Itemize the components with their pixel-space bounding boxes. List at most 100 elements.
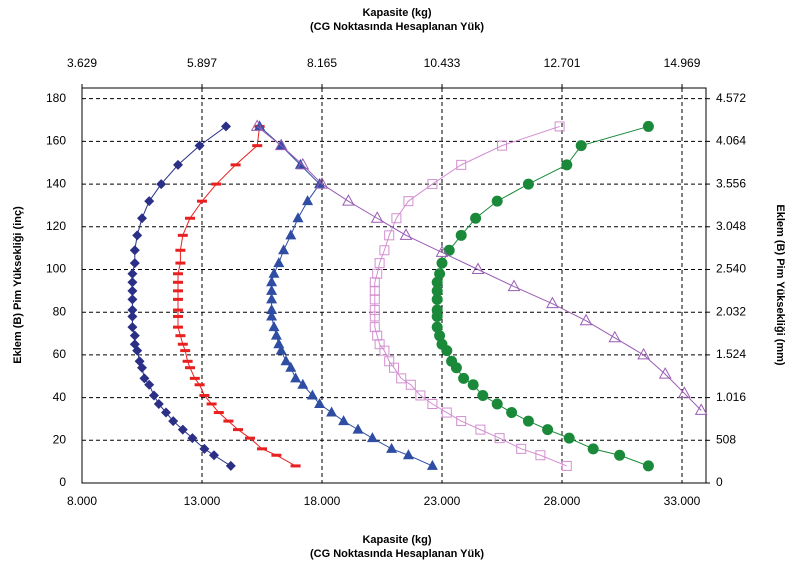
triangle-marker (507, 279, 521, 292)
triangle-marker (658, 367, 672, 379)
square-marker (456, 416, 467, 427)
y2-tick-label: 2.032 (716, 304, 746, 318)
circle-marker (458, 372, 470, 384)
dash-marker (180, 349, 191, 353)
square-marker (497, 140, 507, 151)
triangle-marker (250, 119, 264, 131)
x-tick-label: 23.000 (424, 494, 461, 508)
y2-tick-label: 3.556 (716, 176, 746, 190)
diamond-marker (129, 258, 140, 269)
dash-marker (271, 453, 282, 457)
diamond-marker (161, 407, 171, 418)
dash-marker (194, 383, 205, 387)
x-axis-subtitle: (CG Noktasında Hesaplanan Yük) (310, 548, 484, 560)
y2-tick-label: 0 (716, 475, 723, 489)
x-axis-title: Kapasite (kg) (362, 534, 431, 546)
triangle-marker (637, 347, 650, 360)
diamond-marker (127, 294, 138, 305)
dash-marker (177, 233, 188, 237)
y-tick-label: 80 (53, 304, 67, 318)
triangle-marker (399, 228, 413, 240)
circle-marker (614, 449, 626, 461)
triangle-marker (292, 212, 304, 223)
dash-marker (230, 163, 241, 167)
triangle-marker (366, 432, 378, 443)
dash-marker (185, 366, 195, 370)
dash-marker (199, 393, 210, 397)
triangle-marker (266, 293, 278, 304)
circle-marker (467, 379, 479, 391)
square-marker (369, 311, 380, 322)
triangle-marker (306, 389, 318, 400)
plot-frame (81, 87, 707, 484)
triangle-marker (315, 177, 329, 189)
triangle-marker (579, 313, 593, 326)
circle-marker (431, 285, 443, 297)
diamond-marker (137, 213, 147, 224)
diamond-marker (129, 330, 140, 341)
series-line (131, 126, 232, 467)
circle-marker (491, 398, 503, 410)
y2-tick-label: 1.524 (716, 347, 746, 361)
triangle-marker (546, 296, 559, 309)
dash-marker (173, 297, 183, 301)
triangle-marker (275, 139, 287, 150)
series-line (256, 126, 702, 411)
triangle-marker (352, 423, 364, 434)
x2-tick-label: 12.701 (544, 56, 581, 70)
triangle-marker (273, 257, 285, 268)
circle-marker (642, 460, 654, 472)
dash-marker (177, 342, 188, 346)
y-tick-label: 180 (46, 91, 66, 105)
x2-tick-label: 14.969 (664, 56, 701, 70)
triangle-marker (266, 304, 278, 315)
circle-marker (522, 415, 534, 427)
dash-marker (175, 261, 186, 265)
square-marker (494, 433, 505, 444)
circle-marker (563, 432, 575, 444)
dash-marker (189, 376, 200, 380)
circle-marker (446, 355, 458, 367)
diamond-marker (132, 230, 143, 241)
square-marker (554, 121, 565, 132)
diamond-marker (153, 399, 164, 409)
dash-marker (185, 216, 195, 220)
dash-marker (173, 325, 183, 329)
square-marker (441, 407, 452, 418)
triangle-marker (471, 262, 485, 274)
square-marker (369, 305, 380, 316)
y-tick-label: 140 (46, 176, 66, 190)
square-marker (372, 268, 383, 279)
dash-marker (173, 272, 183, 276)
diamond-marker (199, 443, 210, 454)
circle-marker (434, 330, 446, 342)
circle-marker (443, 244, 455, 256)
y2-tick-label: 2.540 (716, 262, 746, 276)
triangle-marker (278, 244, 290, 255)
triangle-marker (435, 245, 449, 257)
circle-marker (455, 229, 467, 241)
triangle-marker (342, 194, 355, 206)
diamond-marker (156, 179, 167, 190)
square-marker (405, 379, 416, 390)
diamond-marker (129, 339, 140, 350)
diamond-marker (177, 424, 188, 435)
diamond-marker (168, 416, 179, 427)
circle-marker (542, 424, 554, 436)
dash-marker (206, 402, 217, 406)
triangle-marker (274, 138, 288, 151)
square-marker (535, 450, 546, 461)
circle-marker (491, 195, 503, 207)
x2-tick-label: 3.629 (67, 56, 97, 70)
square-marker (475, 424, 486, 435)
y2-tick-label: 3.048 (716, 219, 746, 233)
square-marker (456, 159, 467, 170)
triangle-marker (314, 398, 326, 408)
square-marker (391, 213, 402, 224)
x-tick-label: 18.000 (304, 494, 341, 508)
circle-marker (431, 304, 443, 316)
x-tick-label: 13.000 (184, 494, 221, 508)
x-tick-label: 8.000 (67, 494, 97, 508)
triangle-marker (266, 310, 278, 321)
y2-tick-label: 1.016 (716, 390, 746, 404)
